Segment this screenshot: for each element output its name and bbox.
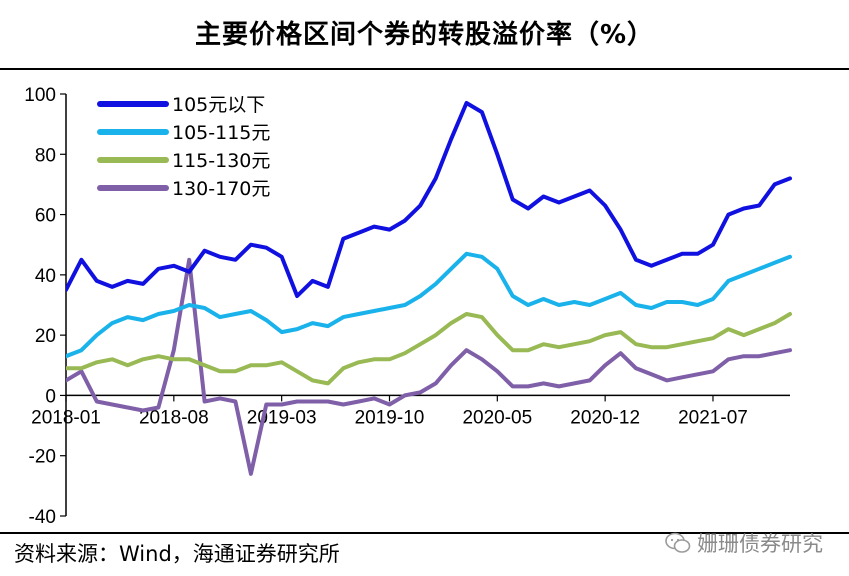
watermark-text: 姗珊债券研究 <box>697 532 823 556</box>
x-tick-label: 2018-01 <box>31 407 101 428</box>
y-tick-label: 40 <box>35 266 56 287</box>
x-tick-label: 2021-07 <box>678 407 748 428</box>
watermark: 姗珊债券研究 <box>665 528 823 558</box>
source-divider <box>0 532 849 534</box>
source-note: 资料来源：Wind，海通证券研究所 <box>14 542 340 566</box>
y-tick-label: 0 <box>45 386 56 407</box>
series-line-4 <box>66 257 792 476</box>
legend-label: 130-170元 <box>172 178 270 200</box>
y-tick-label: -40 <box>29 507 56 528</box>
x-tick-label: 2018-08 <box>139 407 209 428</box>
legend: 105元以下 105-115元 115-130元 130-170元 <box>97 94 270 200</box>
x-tick-label: 2019-03 <box>247 407 317 428</box>
series-line-1 <box>66 101 792 298</box>
series-line-3 <box>66 312 792 386</box>
wechat-icon <box>665 532 691 553</box>
title-divider <box>0 68 849 70</box>
y-tick-label: 60 <box>35 206 56 227</box>
x-tick-label: 2020-05 <box>462 407 532 428</box>
title-bar: 主要价格区间个券的转股溢价率（%） <box>0 0 849 72</box>
series-line-2 <box>66 251 792 359</box>
y-tick-label: -20 <box>29 447 56 468</box>
series-layer <box>66 101 792 476</box>
y-tick-label: 80 <box>35 145 56 166</box>
chart-title: 主要价格区间个券的转股溢价率（%） <box>194 20 655 50</box>
chart-area: -40 -20 0 20 40 60 80 100 2018-01 2018-08 2019-03 2… <box>24 85 792 528</box>
x-tick-label: 2020-12 <box>570 407 640 428</box>
axes: -40 -20 0 20 40 60 80 100 2018-01 2018-08 2019-03 2… <box>24 85 790 528</box>
x-tick-label: 2019-10 <box>355 407 425 428</box>
y-tick-label: 20 <box>35 326 56 347</box>
legend-label: 115-130元 <box>172 150 270 172</box>
legend-label: 105-115元 <box>172 122 270 144</box>
y-tick-label: 100 <box>24 85 56 106</box>
legend-label: 105元以下 <box>172 94 265 116</box>
